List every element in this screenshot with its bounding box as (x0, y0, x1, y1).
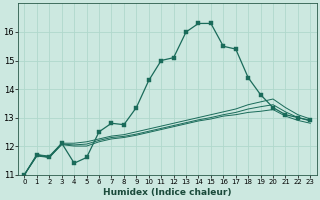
X-axis label: Humidex (Indice chaleur): Humidex (Indice chaleur) (103, 188, 232, 197)
